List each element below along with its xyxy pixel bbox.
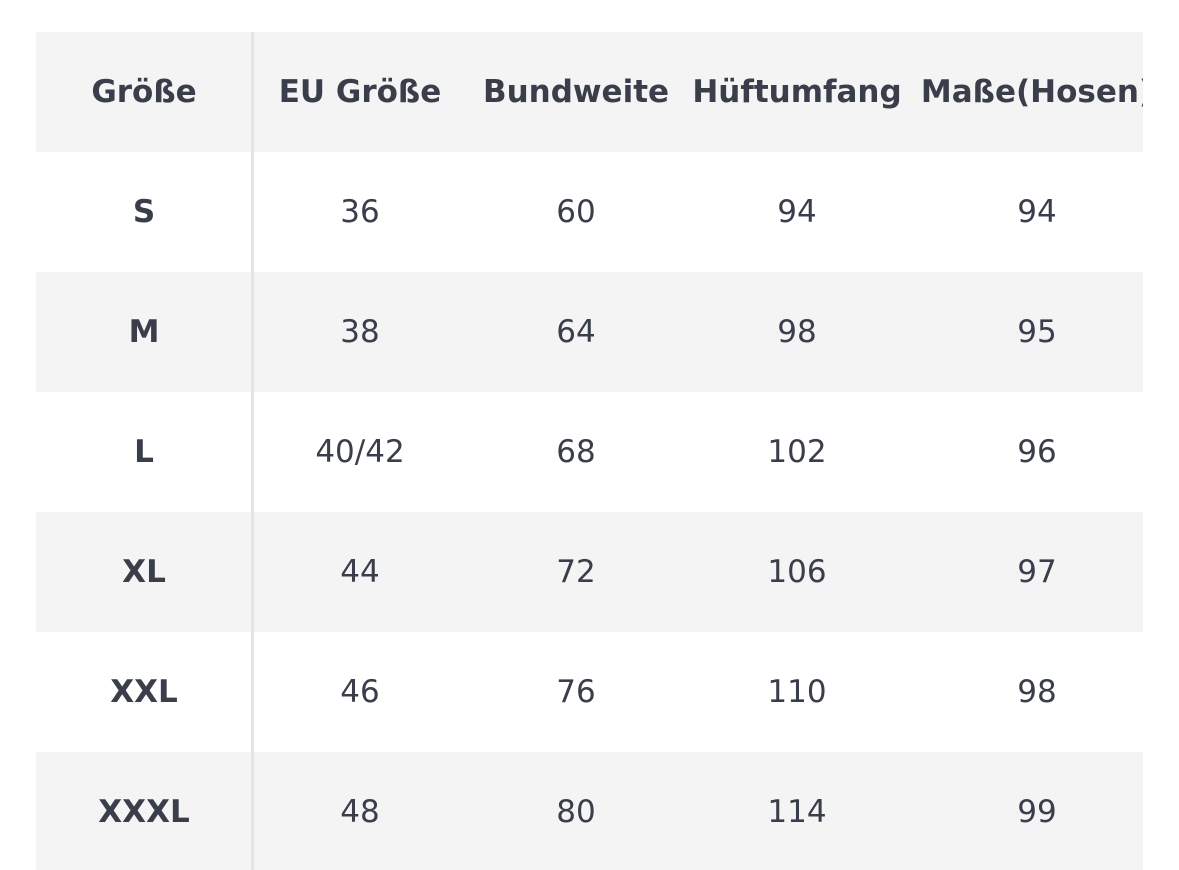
- value-cell: 110: [767, 674, 827, 710]
- value-cell: 98: [1017, 674, 1057, 710]
- value-cell: 36: [340, 194, 380, 230]
- header-cell: Bundweite: [482, 74, 670, 110]
- table-row: XXL 46 76 110 98: [36, 632, 1143, 752]
- header-cell: Maße(Hosen): [920, 74, 1143, 110]
- value-cell: 102: [767, 434, 827, 470]
- size-table: Größe EU Größe Bundweite Hüftumfang Maße(Hos…: [36, 32, 1143, 870]
- value-cell: 94: [777, 194, 817, 230]
- table-row: XXXL 48 80 114 99: [36, 752, 1143, 870]
- value-cell: 44: [340, 554, 380, 590]
- value-cell: 98: [777, 314, 817, 350]
- value-cell: 40/42: [315, 434, 405, 470]
- size-cell: L: [134, 434, 154, 470]
- size-cell: M: [128, 314, 160, 350]
- value-cell: 97: [1017, 554, 1057, 590]
- value-cell: 95: [1017, 314, 1057, 350]
- size-cell: XL: [122, 554, 166, 590]
- table-row: M 38 64 98 95: [36, 272, 1143, 392]
- table-row: XL 44 72 106 97: [36, 512, 1143, 632]
- value-cell: 38: [340, 314, 380, 350]
- value-cell: 72: [556, 554, 596, 590]
- value-cell: 94: [1017, 194, 1057, 230]
- header-cell: Hüftumfang: [692, 74, 902, 110]
- table-row: S 36 60 94 94: [36, 152, 1143, 272]
- header-cell: EU Größe: [278, 74, 442, 110]
- value-cell: 76: [556, 674, 596, 710]
- value-cell: 48: [340, 794, 380, 830]
- value-cell: 46: [340, 674, 380, 710]
- column-divider: [251, 32, 254, 870]
- value-cell: 99: [1017, 794, 1057, 830]
- value-cell: 80: [556, 794, 596, 830]
- value-cell: 64: [556, 314, 596, 350]
- value-cell: 68: [556, 434, 596, 470]
- size-cell: S: [132, 194, 156, 230]
- header-row: Größe EU Größe Bundweite Hüftumfang Maße(Hos…: [36, 32, 1143, 152]
- value-cell: 114: [767, 794, 827, 830]
- size-cell: XXL: [110, 674, 178, 710]
- value-cell: 106: [767, 554, 827, 590]
- header-cell: Größe: [91, 74, 197, 110]
- value-cell: 96: [1017, 434, 1057, 470]
- size-cell: XXXL: [98, 794, 190, 830]
- table-row: L 40/42 68 102 96: [36, 392, 1143, 512]
- value-cell: 60: [556, 194, 596, 230]
